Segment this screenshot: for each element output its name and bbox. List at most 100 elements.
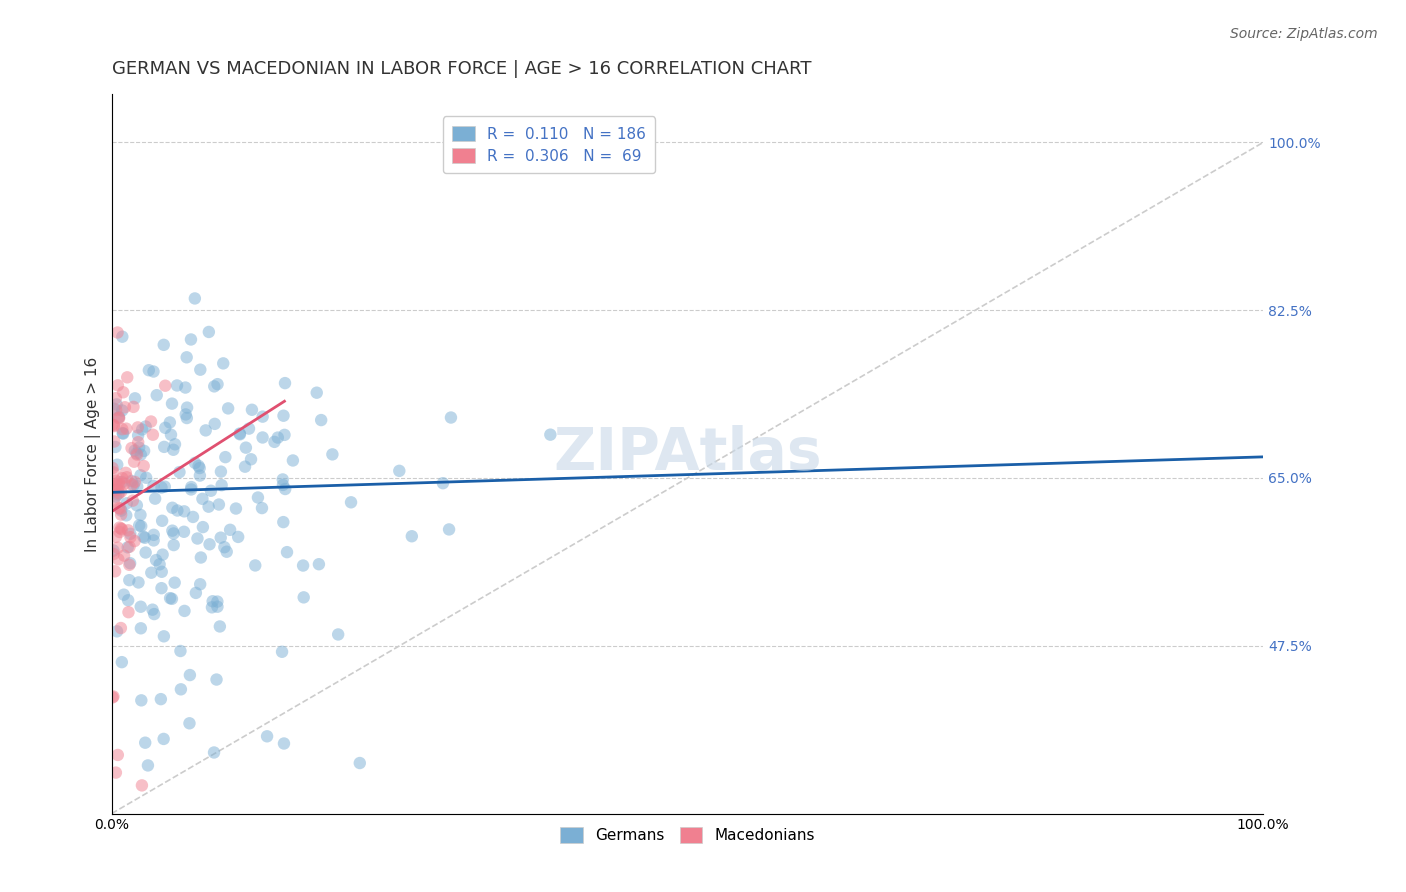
Point xyxy=(180,480,202,494)
Point xyxy=(150,481,173,495)
Point xyxy=(141,602,163,616)
Point xyxy=(111,329,134,343)
Point xyxy=(176,401,198,415)
Point xyxy=(115,470,138,484)
Point xyxy=(142,533,165,548)
Point xyxy=(108,411,131,425)
Point xyxy=(309,413,332,427)
Point xyxy=(440,410,463,425)
Point xyxy=(169,644,191,658)
Point xyxy=(136,758,159,772)
Point xyxy=(114,401,136,415)
Point xyxy=(202,746,225,760)
Point xyxy=(208,498,231,512)
Point xyxy=(159,591,181,606)
Point xyxy=(204,417,226,431)
Point xyxy=(117,541,139,555)
Point xyxy=(181,510,204,524)
Point xyxy=(117,524,139,538)
Point xyxy=(125,499,148,513)
Point xyxy=(159,416,181,430)
Point xyxy=(219,523,242,537)
Point xyxy=(209,531,232,545)
Point xyxy=(233,459,256,474)
Point xyxy=(120,556,142,570)
Point xyxy=(226,530,249,544)
Point xyxy=(188,468,211,483)
Point xyxy=(112,549,135,563)
Point xyxy=(256,729,278,743)
Point xyxy=(108,524,131,539)
Point xyxy=(273,409,295,423)
Point xyxy=(112,426,135,441)
Point xyxy=(240,452,263,467)
Point xyxy=(125,446,148,460)
Point xyxy=(538,427,561,442)
Point xyxy=(149,558,172,572)
Point xyxy=(128,441,150,455)
Point xyxy=(235,441,257,455)
Point xyxy=(207,594,229,608)
Point xyxy=(209,465,232,479)
Point xyxy=(105,458,128,472)
Point xyxy=(105,624,128,639)
Point xyxy=(111,522,134,536)
Point xyxy=(110,522,132,536)
Point xyxy=(135,545,157,559)
Point xyxy=(112,588,135,602)
Point xyxy=(271,472,294,486)
Point xyxy=(108,520,131,534)
Point xyxy=(212,356,235,370)
Point xyxy=(107,747,129,762)
Point xyxy=(108,486,131,500)
Point xyxy=(176,411,198,425)
Point xyxy=(305,385,328,400)
Point xyxy=(110,503,132,517)
Point xyxy=(107,326,129,340)
Point xyxy=(252,430,274,444)
Point xyxy=(142,528,165,542)
Point xyxy=(207,599,229,614)
Point xyxy=(114,466,136,480)
Point xyxy=(229,427,252,442)
Point xyxy=(250,501,273,516)
Point xyxy=(131,778,153,792)
Point xyxy=(110,501,132,516)
Point xyxy=(150,514,173,528)
Point xyxy=(115,496,138,510)
Point xyxy=(187,458,209,473)
Point xyxy=(180,483,202,497)
Point xyxy=(127,575,149,590)
Point xyxy=(180,333,202,347)
Point xyxy=(111,426,134,441)
Point xyxy=(104,440,127,454)
Point xyxy=(245,558,267,573)
Point xyxy=(124,443,146,458)
Point xyxy=(153,440,176,454)
Point xyxy=(184,292,207,306)
Point xyxy=(132,458,155,473)
Point xyxy=(166,378,188,392)
Point xyxy=(198,325,221,339)
Point xyxy=(267,431,290,445)
Point xyxy=(229,426,252,441)
Point xyxy=(115,370,138,384)
Point xyxy=(129,448,152,462)
Point xyxy=(274,482,297,496)
Point xyxy=(124,475,146,489)
Point xyxy=(152,731,174,746)
Point xyxy=(174,408,197,422)
Point xyxy=(121,493,143,508)
Point xyxy=(112,476,135,491)
Point xyxy=(308,558,330,572)
Point xyxy=(194,423,217,437)
Point xyxy=(134,531,156,545)
Point xyxy=(214,540,236,554)
Point xyxy=(202,379,225,393)
Point xyxy=(152,338,174,352)
Point xyxy=(388,464,411,478)
Point xyxy=(276,545,298,559)
Point xyxy=(208,619,231,633)
Point xyxy=(160,427,183,442)
Point xyxy=(134,736,156,750)
